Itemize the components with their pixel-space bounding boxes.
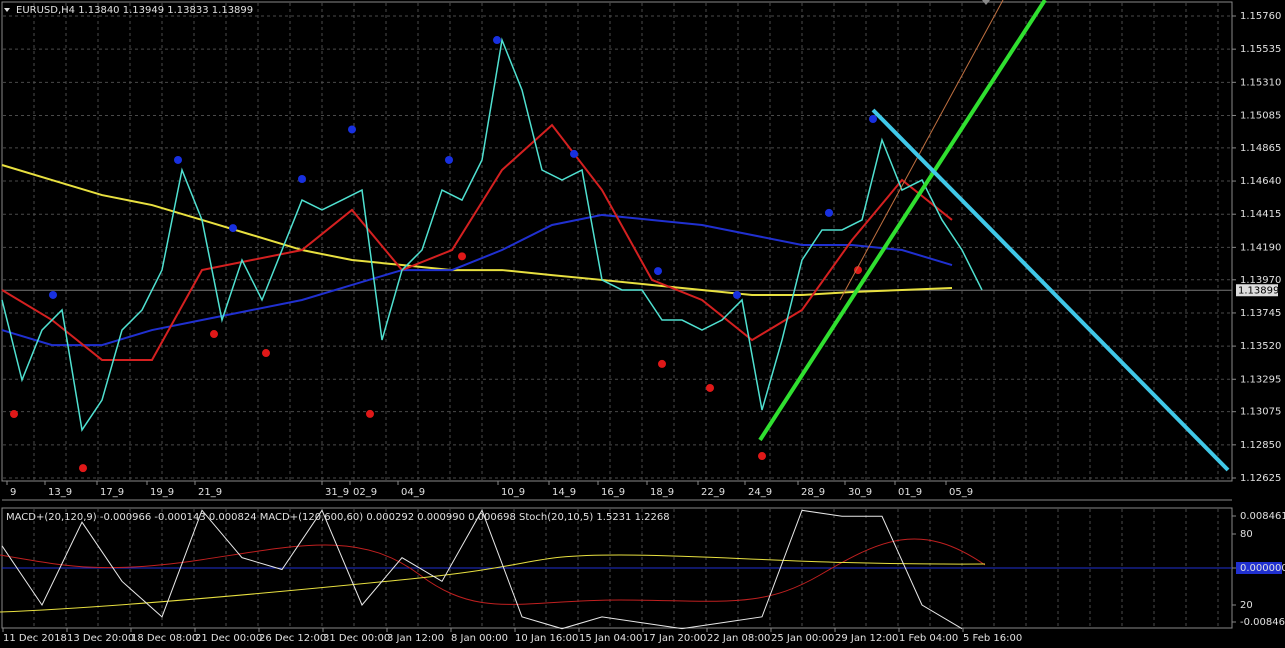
price-line [1,37,983,432]
time-label: 22_9 [701,487,725,498]
ma-blue-line [1,213,953,347]
fractal-dot [733,290,741,299]
fractal-dot [493,36,501,45]
price-tick-label: 1.13075 [1240,407,1281,418]
price-tick-label: 1.13745 [1240,308,1281,319]
indicator-tick-label: 20 [1240,600,1253,611]
price-tick-label: 1.15535 [1240,44,1281,55]
indicator-tick-label: 80 [1240,529,1253,540]
trend-line-green[interactable] [758,0,1047,442]
date-label: 3 Jan 12:00 [387,633,444,644]
trend-line-thin[interactable] [839,0,1004,301]
indicator-tick-label: 0.000000 [1240,563,1285,574]
fractal-dot [49,290,57,299]
date-label: 8 Jan 00:00 [451,633,508,644]
time-label: 18_9 [650,487,674,498]
indicator-header: MACD+(20,120,9) -0.000966 -0.000143 0.00… [6,512,670,523]
date-label: 5 Feb 16:00 [963,633,1022,644]
fractal-dot [229,224,237,233]
fractal-dot [654,267,662,276]
fractal-dot [570,149,578,158]
fractal-dot [262,349,270,358]
price-tick-label: 1.15310 [1240,77,1281,88]
indicator-tick-label: 0.008461 [1240,511,1285,522]
fractal-dot [758,452,766,461]
time-label: 24_9 [748,487,772,498]
time-label: 21_9 [198,487,222,498]
price-tick-label: 1.14415 [1240,209,1281,220]
date-label: 11 Dec 2018 [3,633,67,644]
fractal-dot [210,330,218,339]
macd-signal-line [0,538,986,605]
time-label: 30_9 [848,487,872,498]
stoch-line [1,509,963,630]
fractal-dot [174,155,182,164]
date-label: 17 Jan 20:00 [643,633,706,644]
time-label: 17_9 [100,487,124,498]
time-label: 16_9 [601,487,625,498]
price-tick-label: 1.15760 [1240,11,1281,22]
fractal-dot [366,409,374,418]
price-tick-label: 1.12850 [1240,440,1281,451]
date-label: 29 Jan 12:00 [835,633,898,644]
time-label: 05_9 [949,487,973,498]
current-price-label: 1.13899 [1238,285,1279,296]
time-label: 02_9 [353,487,377,498]
macd-slow-line [0,554,986,613]
date-label: 31 Dec 00:00 [323,633,390,644]
fractal-dot [869,115,877,124]
date-label: 10 Jan 16:00 [515,633,578,644]
ma-red-line [1,123,953,361]
grid [3,3,1232,627]
date-label: 26 Dec 12:00 [259,633,326,644]
symbol-header: EURUSD,H4 1.13840 1.13949 1.13833 1.1389… [16,5,253,16]
time-label: 19_9 [150,487,174,498]
time-label: 14_9 [552,487,576,498]
time-label: 28_9 [801,487,825,498]
time-label: 04_9 [401,487,425,498]
time-label: 9 [10,487,16,498]
price-tick-label: 1.13970 [1240,275,1281,286]
indicator-tick-label: -0.008461 [1240,617,1285,628]
price-tick-label: 1.14865 [1240,143,1281,154]
fractal-dot [79,464,87,473]
current-price-box [1236,284,1278,297]
fractal-dot [825,208,833,217]
fractal-dot [458,252,466,261]
date-label: 21 Dec 00:00 [195,633,262,644]
price-tick-label: 1.14640 [1240,176,1281,187]
price-tick-label: 1.12625 [1240,473,1281,484]
date-label: 22 Jan 08:00 [707,633,770,644]
time-label: 31_9 [325,487,349,498]
trend-line-cyan[interactable] [871,108,1230,472]
time-label: 10_9 [501,487,525,498]
time-label: 01_9 [898,487,922,498]
fractal-dot [854,266,862,275]
shift-marker[interactable] [982,0,990,5]
date-label: 25 Jan 00:00 [771,633,834,644]
zero-box [1236,562,1282,574]
menu-icon[interactable] [4,8,10,12]
fractal-dot [298,174,306,183]
fractal-dot [445,155,453,164]
fractal-dot [348,125,356,134]
fractal-dot [658,359,666,368]
price-tick-label: 1.13295 [1240,374,1281,385]
main-frame [1,1,1233,482]
data-layer [1,36,1232,630]
price-tick-label: 1.14190 [1240,242,1281,253]
fractal-dot [706,383,714,392]
price-tick-label: 1.13520 [1240,341,1281,352]
fractal-dot [10,410,18,419]
date-label: 13 Dec 20:00 [67,633,134,644]
time-label: 13_9 [48,487,72,498]
date-label: 15 Jan 04:00 [579,633,642,644]
price-tick-label: 1.15085 [1240,110,1281,121]
date-label: 1 Feb 04:00 [899,633,958,644]
date-label: 18 Dec 08:00 [131,633,198,644]
